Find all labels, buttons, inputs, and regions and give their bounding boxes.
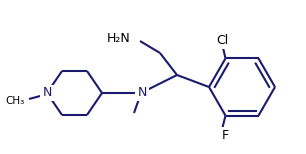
- Text: N: N: [42, 87, 52, 99]
- Text: F: F: [222, 129, 229, 142]
- Text: H₂N: H₂N: [106, 32, 130, 45]
- Text: N: N: [137, 87, 147, 99]
- Text: CH₃: CH₃: [6, 96, 25, 106]
- Text: Cl: Cl: [216, 34, 229, 47]
